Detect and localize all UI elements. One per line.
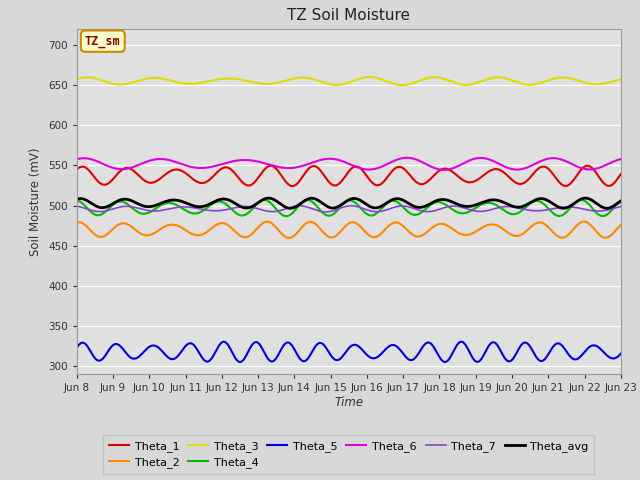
- Y-axis label: Soil Moisture (mV): Soil Moisture (mV): [29, 147, 42, 256]
- Theta_3: [399, 82, 406, 88]
- X-axis label: Time: Time: [334, 396, 364, 409]
- Line: Theta_3: Theta_3: [77, 77, 621, 85]
- Theta_7: [321, 209, 329, 215]
- Theta_2: [369, 234, 376, 240]
- Theta_avg: [520, 203, 527, 209]
- Theta_avg: [606, 205, 614, 211]
- Theta_5: [521, 340, 529, 346]
- Theta_5: [73, 345, 81, 351]
- Theta_1: [336, 180, 344, 186]
- Theta_6: [521, 166, 529, 171]
- Legend: Theta_1, Theta_2, Theta_3, Theta_4, Theta_5, Theta_6, Theta_7, Theta_avg: Theta_1, Theta_2, Theta_3, Theta_4, Thet…: [104, 435, 594, 474]
- Theta_7: [617, 204, 625, 209]
- Theta_3: [606, 79, 614, 85]
- Theta_1: [606, 183, 614, 189]
- Theta_2: [606, 233, 614, 239]
- Theta_avg: [617, 198, 625, 204]
- Theta_2: [332, 233, 340, 239]
- Theta_6: [367, 167, 375, 172]
- Theta_7: [369, 209, 377, 215]
- Theta_5: [398, 349, 406, 355]
- Theta_avg: [73, 196, 81, 202]
- Theta_1: [520, 180, 527, 186]
- Theta_3: [366, 74, 374, 80]
- Theta_6: [606, 160, 614, 166]
- Theta_7: [333, 206, 341, 212]
- Theta_4: [73, 198, 81, 204]
- Theta_4: [398, 203, 406, 208]
- Theta_1: [583, 163, 591, 168]
- Theta_5: [336, 357, 344, 362]
- Theta_avg: [287, 205, 294, 211]
- Theta_2: [398, 222, 406, 228]
- Theta_2: [617, 222, 625, 228]
- Theta_2: [520, 230, 527, 236]
- Theta_1: [617, 171, 625, 177]
- Theta_4: [336, 205, 344, 211]
- Theta_5: [369, 355, 376, 361]
- Theta_3: [521, 82, 529, 87]
- Title: TZ Soil Moisture: TZ Soil Moisture: [287, 9, 410, 24]
- Line: Theta_6: Theta_6: [77, 158, 621, 170]
- Theta_4: [282, 213, 290, 219]
- Theta_4: [520, 206, 527, 212]
- Theta_7: [521, 206, 529, 212]
- Theta_avg: [398, 197, 406, 203]
- Theta_4: [578, 197, 586, 203]
- Theta_2: [580, 219, 588, 225]
- Theta_1: [289, 183, 296, 189]
- Theta_4: [332, 209, 340, 215]
- Theta_7: [73, 204, 81, 209]
- Theta_6: [73, 156, 81, 162]
- Theta_5: [458, 339, 465, 345]
- Theta_avg: [581, 195, 589, 201]
- Theta_1: [398, 165, 406, 170]
- Theta_7: [606, 206, 614, 212]
- Theta_3: [332, 82, 339, 88]
- Theta_4: [369, 213, 376, 218]
- Theta_5: [606, 355, 614, 360]
- Theta_6: [335, 157, 342, 163]
- Theta_6: [440, 167, 448, 173]
- Line: Theta_4: Theta_4: [77, 200, 621, 216]
- Theta_6: [403, 155, 411, 161]
- Theta_6: [332, 156, 339, 162]
- Theta_avg: [336, 203, 344, 209]
- Theta_5: [332, 357, 340, 363]
- Theta_6: [617, 156, 625, 162]
- Theta_2: [73, 220, 81, 226]
- Theta_3: [335, 82, 342, 88]
- Text: TZ_sm: TZ_sm: [85, 35, 120, 48]
- Theta_4: [606, 209, 614, 215]
- Theta_avg: [369, 204, 376, 210]
- Theta_3: [369, 74, 376, 80]
- Theta_1: [369, 180, 376, 186]
- Theta_7: [399, 203, 406, 209]
- Theta_5: [617, 351, 625, 357]
- Theta_3: [73, 76, 81, 82]
- Theta_4: [617, 198, 625, 204]
- Theta_6: [397, 156, 404, 161]
- Theta_2: [285, 235, 293, 241]
- Theta_1: [73, 167, 81, 172]
- Theta_3: [398, 82, 406, 88]
- Line: Theta_2: Theta_2: [77, 222, 621, 238]
- Theta_2: [336, 230, 344, 236]
- Theta_7: [337, 205, 344, 211]
- Line: Theta_7: Theta_7: [77, 206, 621, 212]
- Theta_1: [332, 182, 340, 188]
- Line: Theta_1: Theta_1: [77, 166, 621, 186]
- Theta_3: [617, 76, 625, 82]
- Line: Theta_5: Theta_5: [77, 342, 621, 362]
- Line: Theta_avg: Theta_avg: [77, 198, 621, 208]
- Theta_5: [237, 359, 244, 365]
- Theta_avg: [332, 204, 340, 210]
- Theta_7: [295, 203, 303, 209]
